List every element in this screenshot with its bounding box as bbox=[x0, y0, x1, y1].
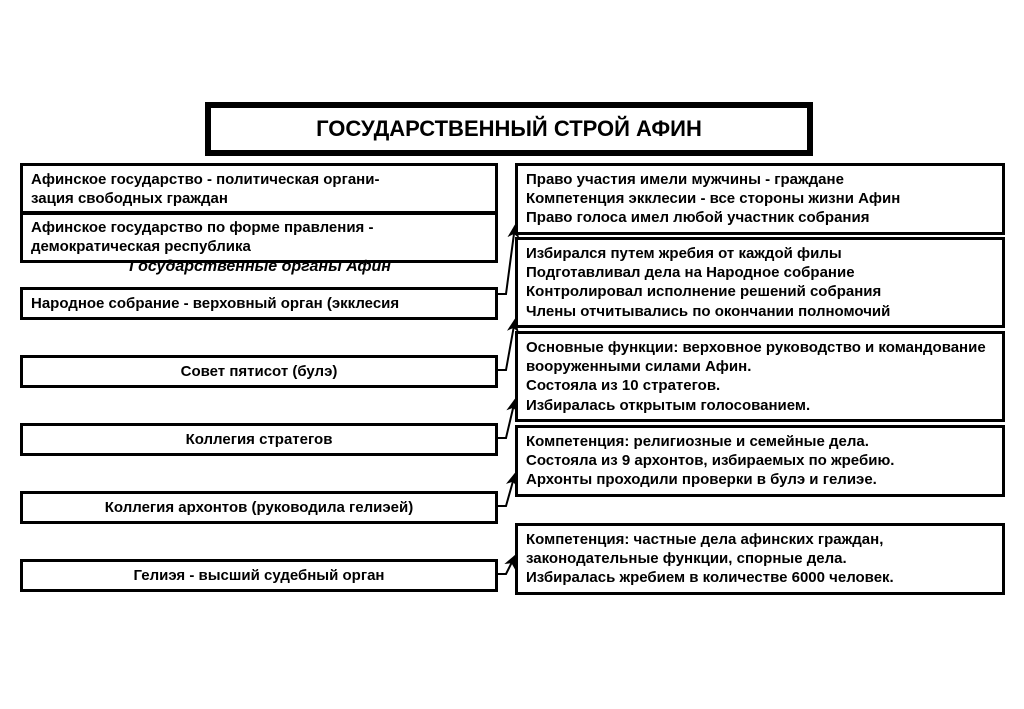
organ-box-heliaia: Гелиэя - высший судебный орган bbox=[20, 559, 498, 592]
definition-box: Афинское государство по форме правления … bbox=[20, 211, 498, 263]
organ-box-boule: Совет пятисот (булэ) bbox=[20, 355, 498, 388]
organ-box-ekklesia: Народное собрание - верховный орган (экк… bbox=[20, 287, 498, 320]
connector-arrow bbox=[498, 556, 515, 574]
section-subtitle: Государственные органы Афин bbox=[80, 258, 440, 276]
connector-arrow bbox=[498, 400, 515, 438]
connector-arrow bbox=[498, 226, 515, 294]
description-box-strategoi: Основные функции: верховное руководство … bbox=[515, 331, 1005, 422]
description-box-heliaia: Компетенция: частные дела афинских гражд… bbox=[515, 523, 1005, 595]
description-box-archons: Компетенция: религиозные и семейные дела… bbox=[515, 425, 1005, 497]
organ-box-strategoi: Коллегия стратегов bbox=[20, 423, 498, 456]
connector-arrow bbox=[498, 474, 515, 506]
description-box-ekklesia: Право участия имели мужчины - граждане К… bbox=[515, 163, 1005, 235]
definition-box: Афинское государство - политическая орга… bbox=[20, 163, 498, 215]
diagram-title: ГОСУДАРСТВЕННЫЙ СТРОЙ АФИН bbox=[205, 102, 813, 156]
organ-box-archons: Коллегия архонтов (руководила гелиэей) bbox=[20, 491, 498, 524]
description-box-boule: Избирался путем жребия от каждой филы По… bbox=[515, 237, 1005, 328]
connector-arrow bbox=[498, 320, 515, 370]
